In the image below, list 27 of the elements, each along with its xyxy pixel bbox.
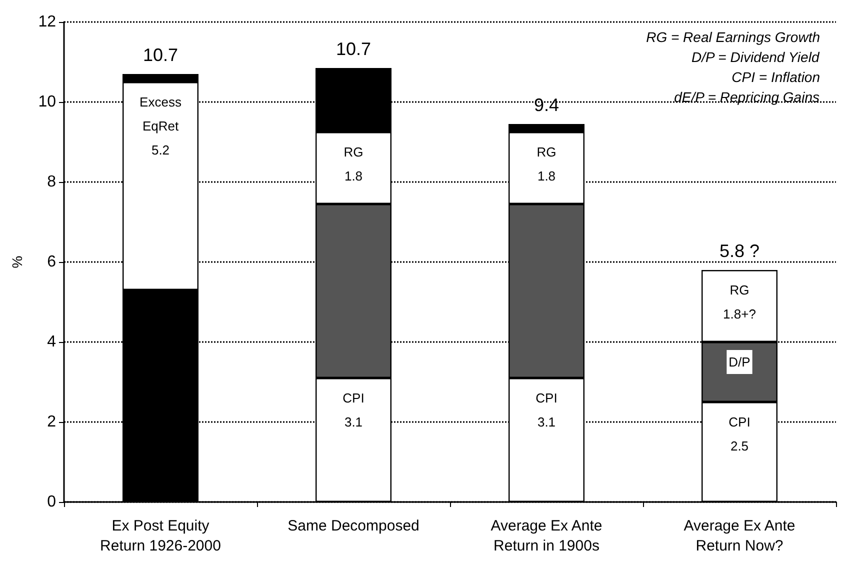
y-tick-label: 2 — [47, 414, 56, 430]
y-tick-label: 0 — [47, 494, 56, 510]
data-label: CPI 2.5 — [728, 414, 750, 454]
data-label: D/P — [728, 354, 750, 370]
annotation: D/P = Dividend Yield — [691, 49, 820, 65]
y-tick-label: 6 — [47, 254, 56, 270]
data-label: RG 1.8 — [344, 144, 364, 184]
annotation: RG = Real Earnings Growth — [646, 29, 820, 45]
x-tick-label: Average Ex Ante Return in 1900s — [490, 518, 602, 554]
total-label: 5.8 ? — [719, 241, 760, 261]
data-label: CPI 3.1 — [342, 390, 364, 430]
x-tick-label: Same Decomposed — [288, 518, 420, 534]
y-tick-label: 8 — [47, 174, 56, 190]
annotation: CPI = Inflation — [732, 69, 820, 85]
data-label: RG 1.8 — [536, 144, 556, 184]
total-label: 10.7 — [336, 39, 372, 59]
y-axis-title: % — [9, 256, 25, 268]
y-tick-label: 12 — [38, 14, 56, 30]
x-tick-label: Average Ex Ante Return Now? — [684, 518, 796, 554]
data-label: CPI 3.1 — [536, 390, 558, 430]
y-tick-label: 10 — [38, 94, 56, 110]
data-label: Excess EqRet 5.2 — [140, 94, 182, 158]
total-label: 10.7 — [142, 45, 178, 65]
annotation: dE/P = Repricing Gains — [674, 89, 820, 105]
x-tick-label: Ex Post Equity Return 1926-2000 — [100, 518, 221, 554]
y-tick-label: 4 — [47, 334, 56, 350]
data-label: RG 1.8+? — [723, 282, 756, 322]
